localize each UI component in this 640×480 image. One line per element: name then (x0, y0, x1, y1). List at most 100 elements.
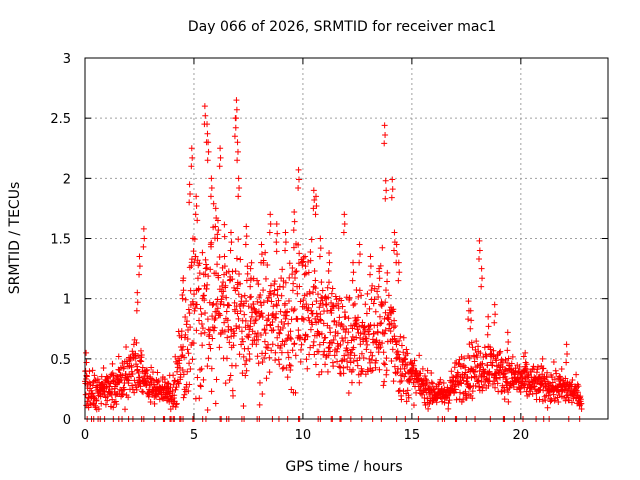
data-point-436 (196, 317, 203, 324)
data-point-398 (186, 360, 193, 367)
data-point-359 (175, 380, 182, 387)
data-point-611 (241, 292, 248, 299)
data-point-752 (278, 292, 285, 299)
data-point-1126 (376, 366, 383, 373)
data-point-698 (264, 297, 271, 304)
data-point-1503 (475, 343, 482, 350)
data-point-568 (230, 342, 237, 349)
data-point-1974 (266, 229, 273, 236)
data-point-1105 (370, 330, 377, 337)
data-point-1962 (235, 193, 242, 200)
data-point-777 (285, 320, 292, 327)
data-point-999 (343, 325, 350, 332)
data-point-636 (248, 304, 255, 311)
data-point-522 (218, 296, 225, 303)
data-point-342 (171, 378, 178, 385)
data-point-1188 (392, 338, 399, 345)
data-point-1506 (475, 377, 482, 384)
data-point-446 (198, 365, 205, 372)
data-point-753 (278, 349, 285, 356)
data-point-1097 (368, 356, 375, 363)
data-point-882 (312, 285, 319, 292)
data-point-1957 (234, 139, 241, 146)
data-point-1738 (536, 396, 543, 403)
data-point-720 (270, 303, 277, 310)
data-point-1904 (134, 299, 141, 306)
data-point-417 (191, 291, 198, 298)
data-point-1469 (466, 384, 473, 391)
data-point-1221 (401, 373, 408, 380)
data-point-1389 (445, 405, 452, 412)
data-point-2001 (325, 267, 332, 274)
data-point-1145 (381, 315, 388, 322)
data-point-120 (113, 401, 120, 408)
data-point-1375 (441, 399, 448, 406)
data-point-1418 (452, 386, 459, 393)
data-point-415 (190, 248, 197, 255)
data-point-435 (195, 285, 202, 292)
data-point-932 (325, 352, 332, 359)
data-point-1661 (516, 385, 523, 392)
data-point-397 (185, 306, 192, 313)
data-point-945 (329, 340, 336, 347)
data-point-816 (295, 327, 302, 334)
data-point-676 (258, 310, 265, 317)
data-point-28 (89, 390, 96, 397)
data-point-486 (209, 313, 216, 320)
data-point-139 (118, 376, 125, 383)
data-point-1023 (349, 325, 356, 332)
data-point-1450 (461, 355, 468, 362)
data-point-857 (306, 351, 313, 358)
data-point-571 (231, 330, 238, 337)
data-point-1953 (231, 133, 238, 140)
data-point-2042 (476, 247, 483, 254)
data-point-1837 (562, 375, 569, 382)
data-point-1283 (417, 370, 424, 377)
data-point-630 (246, 356, 253, 363)
data-point-183 (129, 386, 136, 393)
data-point-931 (325, 344, 332, 351)
data-point-987 (340, 338, 347, 345)
data-point-36 (91, 372, 98, 379)
data-point-444 (198, 330, 205, 337)
data-point-124 (114, 373, 121, 380)
data-point-514 (216, 344, 223, 351)
data-point-2021 (383, 187, 390, 194)
data-point-352 (174, 368, 181, 375)
x-tick-label-0: 0 (81, 428, 89, 443)
data-point-1611 (503, 376, 510, 383)
data-point-607 (240, 353, 247, 360)
data-point-1421 (453, 396, 460, 403)
data-point-893 (315, 330, 322, 337)
data-point-1143 (380, 360, 387, 367)
data-point-926 (324, 308, 331, 315)
data-point-1173 (388, 320, 395, 327)
data-point-1481 (469, 395, 476, 402)
data-point-551 (226, 302, 233, 309)
data-point-891 (314, 291, 321, 298)
data-point-1113 (373, 357, 380, 364)
data-point-1737 (536, 374, 543, 381)
data-point-826 (297, 346, 304, 353)
data-point-664 (255, 360, 262, 367)
data-point-2048 (485, 323, 492, 330)
data-point-1715 (530, 363, 537, 370)
data-point-1181 (390, 324, 397, 331)
data-point-1359 (437, 376, 444, 383)
data-point-713 (268, 298, 275, 305)
data-point-668 (256, 401, 263, 408)
data-point-1049 (356, 379, 363, 386)
data-point-941 (328, 299, 335, 306)
data-point-685 (261, 355, 268, 362)
data-point-1940 (215, 227, 222, 234)
data-point-468 (204, 363, 211, 370)
data-point-181 (129, 348, 136, 355)
y-tick-label-2.5: 2.5 (50, 112, 71, 127)
data-point-1317 (426, 400, 433, 407)
data-point-1095 (368, 287, 375, 294)
data-point-1156 (384, 269, 391, 276)
data-point-1082 (364, 368, 371, 375)
data-point-1087 (366, 355, 373, 362)
data-point-1133 (378, 320, 385, 327)
data-point-538 (222, 380, 229, 387)
